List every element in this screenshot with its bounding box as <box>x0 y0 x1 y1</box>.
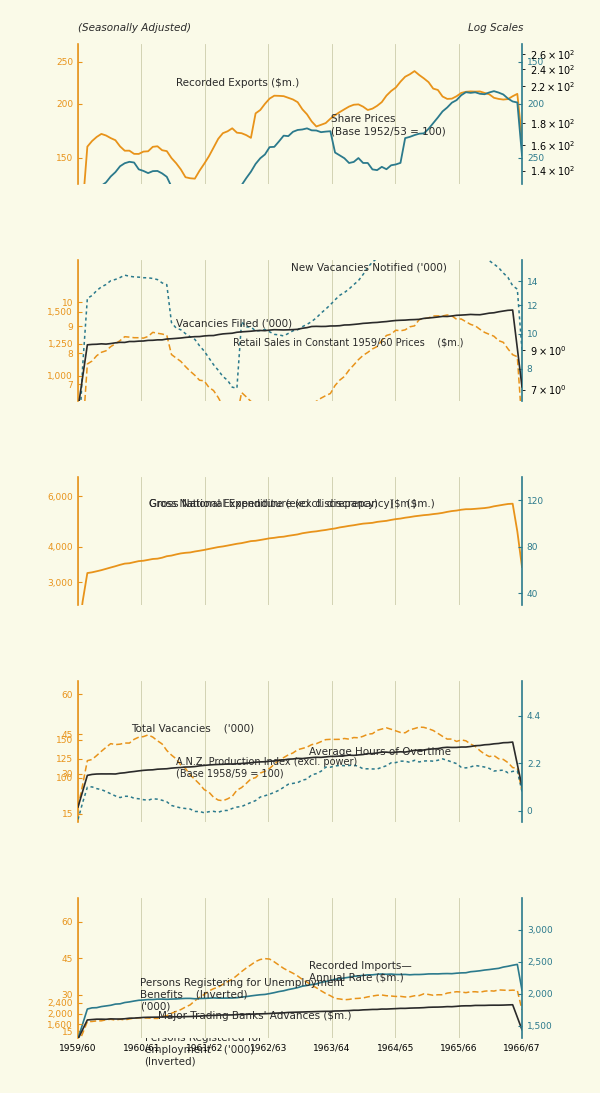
Text: Gross National Expenditure (excl. discrepancy)    ($m.): Gross National Expenditure (excl. discre… <box>149 500 435 509</box>
Text: Total Vacancies    ('000): Total Vacancies ('000) <box>131 724 254 733</box>
Text: Vacancies Filled ('000): Vacancies Filled ('000) <box>176 318 292 328</box>
Text: Retail Sales in Constant 1959/60 Prices    ($m.): Retail Sales in Constant 1959/60 Prices … <box>233 337 464 346</box>
Text: Average Hours of Overtime: Average Hours of Overtime <box>309 748 451 757</box>
Text: Recorded Exports ($m.): Recorded Exports ($m.) <box>176 78 299 87</box>
Text: Persons Registered for
employment    ('000)
(Inverted): Persons Registered for employment ('000)… <box>145 1033 262 1067</box>
Text: Persons Registering for Unemployment
Benefits    (Inverted)
('000): Persons Registering for Unemployment Ben… <box>140 978 344 1011</box>
Text: (Seasonally Adjusted): (Seasonally Adjusted) <box>78 23 191 33</box>
Text: Share Prices
(Base 1952/53 = 100): Share Prices (Base 1952/53 = 100) <box>331 115 446 136</box>
Text: Gross National Expenditure (excl. discrepancy)    ($m.): Gross National Expenditure (excl. discre… <box>149 500 416 509</box>
Text: A.N.Z. Production Index (excl. power)
(Base 1958/59 = 100): A.N.Z. Production Index (excl. power) (B… <box>176 757 357 778</box>
Text: Recorded Imports—
Annual Rate ($m.): Recorded Imports— Annual Rate ($m.) <box>309 961 412 983</box>
Text: Log Scales: Log Scales <box>468 23 523 33</box>
Text: New Vacancies Notified ('000): New Vacancies Notified ('000) <box>291 262 447 272</box>
Text: Major Trading Banks' Advances ($m.): Major Trading Banks' Advances ($m.) <box>158 1011 352 1022</box>
